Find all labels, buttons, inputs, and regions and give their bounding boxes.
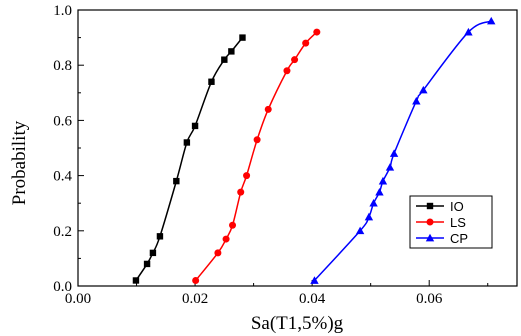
data-point-io [149, 249, 157, 257]
data-point-io [143, 260, 151, 268]
data-point-io [208, 78, 215, 85]
series-layer [132, 16, 496, 284]
data-point-ls [222, 235, 230, 243]
axes: 0.00 0.02 0.04 0.06 0.0 0.2 0.4 0.6 0.8 1.0 [53, 3, 518, 307]
data-point-cp [355, 226, 365, 235]
series-cp [310, 16, 496, 284]
data-point-cp [412, 96, 421, 105]
data-point-cp [419, 85, 428, 94]
data-point-io [239, 34, 246, 41]
data-point-ls [229, 221, 237, 229]
data-point-ls [291, 56, 299, 64]
legend-marker-io [426, 202, 434, 210]
data-point-ls [237, 188, 245, 196]
data-point-ls [283, 67, 291, 75]
data-point-ls [214, 249, 222, 257]
y-axis-title: Probability [9, 120, 30, 205]
legend-marker-ls [426, 218, 434, 226]
y-tick-label: 0.8 [53, 58, 72, 74]
data-point-cp [464, 27, 473, 36]
x-axis-title: Sa(T1,5%)g [251, 313, 344, 334]
data-point-cp [375, 187, 384, 196]
data-point-ls [302, 39, 310, 47]
data-point-io [156, 233, 164, 240]
data-point-ls [192, 276, 200, 284]
y-tick-label: 1.0 [53, 3, 72, 19]
x-tick-label: 0.00 [65, 291, 91, 307]
data-point-io [173, 177, 180, 185]
data-point-ls [253, 136, 261, 144]
legend-label-ls: LS [450, 215, 466, 230]
data-point-io [221, 56, 228, 63]
data-point-io [132, 277, 140, 284]
x-tick-label: 0.06 [416, 291, 443, 307]
legend-marker-cp [425, 233, 435, 242]
x-tick-label: 0.02 [182, 291, 208, 307]
series-io [132, 34, 246, 284]
data-point-cp [378, 176, 388, 185]
legend-label-cp: CP [450, 231, 468, 246]
data-point-ls [264, 105, 272, 113]
data-point-cp [385, 163, 395, 171]
data-point-cp [369, 199, 378, 207]
data-point-ls [243, 172, 251, 180]
series-ls [192, 28, 321, 284]
data-point-cp [364, 212, 374, 221]
data-point-ls [313, 28, 321, 36]
series-line-io [135, 37, 244, 281]
y-tick-label: 0.0 [53, 279, 72, 295]
y-tick-label: 0.2 [53, 224, 72, 240]
data-point-cp [487, 16, 496, 25]
y-tick-label: 0.4 [53, 169, 72, 185]
data-point-cp [310, 276, 319, 284]
legend-label-io: IO [450, 199, 464, 214]
series-line-ls [195, 31, 318, 281]
data-point-io [191, 122, 199, 130]
data-point-io [183, 139, 191, 146]
x-tick-label: 0.04 [299, 291, 326, 307]
data-point-io [228, 48, 235, 55]
y-tick-label: 0.6 [53, 113, 72, 129]
data-point-cp [389, 149, 399, 157]
